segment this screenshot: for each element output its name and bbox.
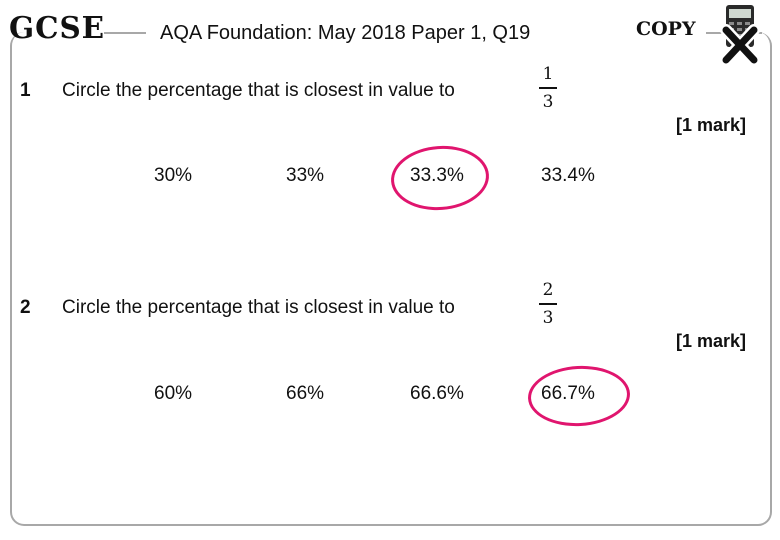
question-2-option[interactable]: 66% [286, 383, 325, 404]
question-2-option[interactable]: 66.6% [410, 383, 464, 404]
fraction-denominator: 3 [542, 91, 554, 112]
question-1-number: 1 [20, 80, 31, 101]
fraction-numerator: 1 [542, 64, 554, 84]
calculator-crossed-icon [712, 2, 768, 69]
question-1-option[interactable]: 33% [286, 165, 325, 186]
question-2-option[interactable]: 60% [154, 383, 193, 404]
question-1-marks: [1 mark] [676, 115, 747, 135]
frame-top-divider-left [104, 32, 146, 34]
fraction-bar [539, 303, 557, 305]
worksheet-frame [10, 32, 772, 526]
question-2-fraction: 2 3 [538, 280, 558, 328]
question-1-option[interactable]: 33.4% [541, 165, 595, 186]
question-1-fraction: 1 3 [538, 64, 558, 112]
question-1-option-circled[interactable]: 33.3% [410, 165, 464, 186]
question-2-marks: [1 mark] [676, 331, 747, 351]
gcse-logo: GCSE [8, 11, 106, 46]
copy-label: COPY [636, 18, 696, 40]
question-2-option-circled[interactable]: 66.7% [541, 383, 595, 404]
page-title: AQA Foundation: May 2018 Paper 1, Q19 [160, 22, 531, 44]
question-2-number: 2 [20, 297, 31, 318]
question-2-text: Circle the percentage that is closest in… [62, 297, 455, 318]
fraction-denominator: 3 [542, 307, 554, 328]
fraction-bar [539, 87, 557, 89]
question-1-text: Circle the percentage that is closest in… [62, 80, 455, 101]
question-1-option[interactable]: 30% [154, 165, 193, 186]
fraction-numerator: 2 [542, 280, 554, 300]
